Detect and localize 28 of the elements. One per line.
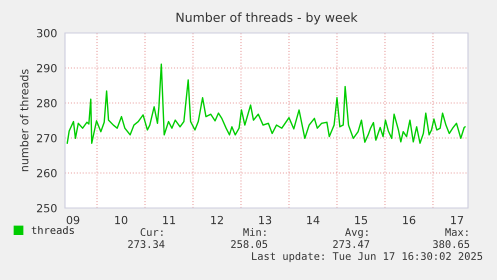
text: Avg: xyxy=(345,228,368,238)
x-tick-label: 16 xyxy=(403,216,416,224)
x-tick-label: 13 xyxy=(259,216,272,224)
y-tick-label: 280 xyxy=(36,98,57,108)
legend-label: threads xyxy=(32,226,74,234)
y-axis-title: number of threads xyxy=(20,69,28,172)
chart-title: Number of threads - by week xyxy=(176,12,358,24)
text: Cur: xyxy=(140,228,162,236)
x-tick-label: 17 xyxy=(451,216,464,224)
y-tick-label: 300 xyxy=(37,28,57,38)
x-tick-label: 14 xyxy=(307,216,320,224)
x-tick-label: 09 xyxy=(66,216,80,224)
y-tick-label: 250 xyxy=(36,204,57,212)
text: 380.65 xyxy=(433,240,470,248)
x-tick-label: 11 xyxy=(163,216,176,224)
y-tick-label: 290 xyxy=(36,64,57,72)
text: Last update: Tue Jun 17 16:30:02 2025 xyxy=(252,252,482,262)
text: 273.34 xyxy=(128,240,165,248)
line-series xyxy=(66,63,466,144)
y-tick-label: 270 xyxy=(36,134,57,142)
x-tick-label: 15 xyxy=(355,216,368,224)
text: 258.05 xyxy=(231,240,268,248)
x-tick-label: 12 xyxy=(211,216,223,224)
text: 273.47 xyxy=(333,240,370,248)
x-tick-label: 10 xyxy=(115,216,128,224)
text: Max: xyxy=(445,228,468,236)
text: Min: xyxy=(243,228,266,236)
y-tick-label: 260 xyxy=(36,168,57,178)
